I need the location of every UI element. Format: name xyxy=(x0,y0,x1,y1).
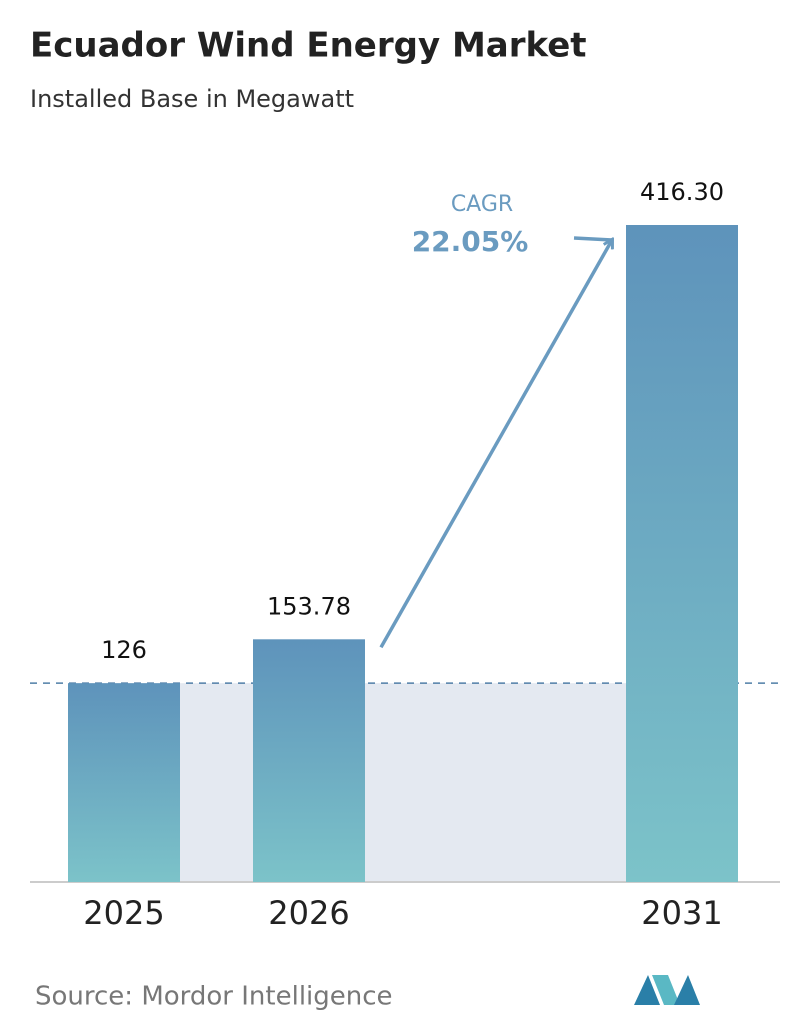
reference-band xyxy=(180,683,626,882)
bar xyxy=(626,225,738,882)
cagr-value: 22.05% xyxy=(412,225,529,258)
value-label: 126 xyxy=(101,636,147,664)
chart-subtitle: Installed Base in Megawatt xyxy=(30,85,354,113)
cagr-label: CAGR xyxy=(451,192,513,217)
cagr-arrow xyxy=(379,240,612,649)
logo xyxy=(634,975,700,1005)
x-tick-label: 2031 xyxy=(641,894,722,932)
cagr-arrow-tail xyxy=(573,236,613,242)
value-label: 416.30 xyxy=(640,178,724,206)
chart-title: Ecuador Wind Energy Market xyxy=(30,26,587,66)
bar xyxy=(68,683,180,882)
source: Source: Mordor Intelligence xyxy=(35,982,393,1012)
x-tick-label: 2025 xyxy=(83,894,164,932)
value-label: 153.78 xyxy=(267,592,351,620)
x-tick-label: 2026 xyxy=(268,894,349,932)
bar xyxy=(253,639,365,882)
